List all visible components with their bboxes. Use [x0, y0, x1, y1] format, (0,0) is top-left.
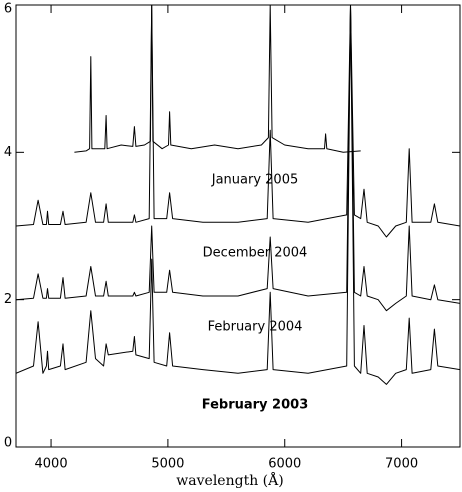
y-tick-label: 0	[4, 436, 12, 451]
spectrum-line	[16, 5, 460, 238]
x-tick-label: 5000	[151, 457, 184, 472]
y-tick-label: 6	[4, 2, 12, 17]
plot-frame	[15, 4, 461, 448]
series-label: December 2004	[203, 246, 308, 261]
x-tick-label: 6000	[268, 457, 301, 472]
series-label: February 2003	[202, 398, 309, 413]
x-tick-label: 4000	[35, 457, 68, 472]
spectrum-line	[74, 5, 361, 153]
spectrum-line	[16, 5, 460, 385]
y-tick-label: 4	[4, 145, 12, 160]
series-label: February 2004	[208, 320, 303, 335]
x-tick-label: 7000	[385, 457, 418, 472]
series-label: January 2005	[211, 173, 299, 188]
y-tick-label: 2	[4, 292, 12, 307]
spectrum-line	[16, 5, 460, 312]
plot-lines	[16, 5, 460, 385]
x-axis-label: wavelength (Å)	[176, 471, 283, 489]
